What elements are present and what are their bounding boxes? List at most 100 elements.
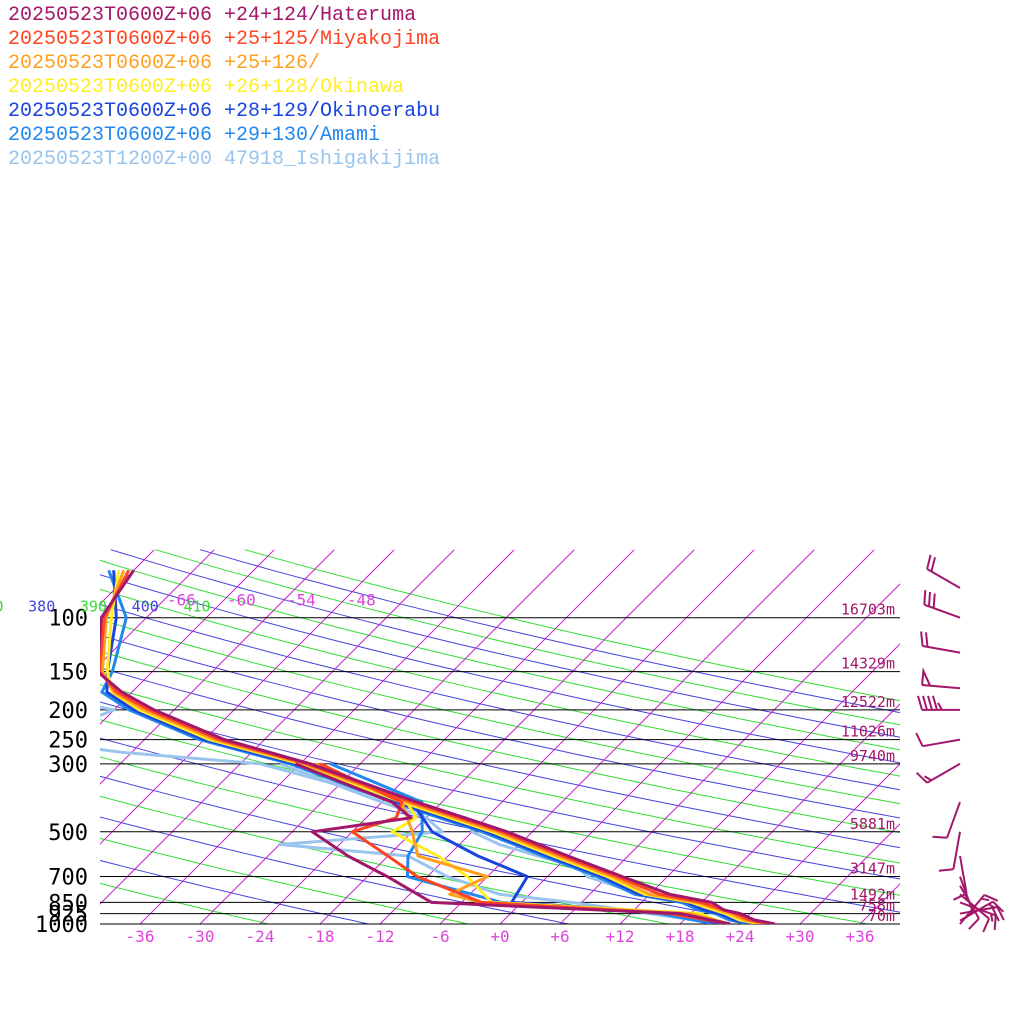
pressure-label: 300 <box>48 753 88 778</box>
temperature-line <box>105 570 756 924</box>
isotherm-line <box>100 549 215 665</box>
adiabat-370 <box>100 650 900 834</box>
adiabat-250 <box>100 882 271 924</box>
isotherm-line <box>619 643 900 924</box>
adiabat-330 <box>100 719 900 896</box>
isotherm-line <box>799 823 900 924</box>
wind-barbs <box>915 554 1005 933</box>
x-tick-label: +0 <box>490 927 509 946</box>
height-label: 16703m <box>841 601 895 619</box>
isotherm-line <box>974 550 1024 931</box>
adiabat-430 <box>100 559 900 751</box>
isotherm-line <box>439 549 815 924</box>
pressure-label: 700 <box>48 866 88 891</box>
legend: 20250523T0600Z+06 +24+124/Hateruma 202505… <box>8 4 440 172</box>
adiabat-300 <box>100 775 772 924</box>
x-tick-label: +30 <box>786 927 815 946</box>
wind-barb <box>926 554 961 589</box>
isotherm-line <box>679 703 900 924</box>
height-label: 70m <box>868 907 895 925</box>
isotherm-label: -60 <box>227 591 256 610</box>
temperature-line <box>100 569 776 924</box>
isotherm-label: -48 <box>347 591 376 610</box>
height-label: 11026m <box>841 723 895 741</box>
wind-barb <box>932 801 961 839</box>
isotherm-line <box>100 549 335 785</box>
wind-barb <box>959 906 1005 922</box>
adiabat-360 <box>100 667 900 849</box>
wind-barb <box>920 631 961 654</box>
adiabat-400 <box>100 603 900 791</box>
wind-barb <box>959 893 991 933</box>
height-label: 9740m <box>850 747 895 765</box>
x-tick-label: +24 <box>726 927 755 946</box>
height-label: 758m <box>859 897 895 915</box>
adiabat-390 <box>100 619 900 805</box>
wind-barb <box>938 831 961 872</box>
legend-entry: 20250523T0600Z+06 +29+130/Amami <box>8 124 381 147</box>
adiabat-350 <box>100 684 900 864</box>
x-tick-label: +6 <box>550 927 569 946</box>
legend-entry: 20250523T0600Z+06 +24+124/Hateruma <box>8 4 417 27</box>
legend-entry: 20250523T0600Z+06 +25+126/ <box>8 52 321 75</box>
height-label: 5881m <box>850 815 895 833</box>
x-tick-label: +36 <box>846 927 875 946</box>
adiabat-280 <box>100 816 572 924</box>
isotherm-label: -54 <box>287 591 316 610</box>
theta-label: 380 <box>28 598 55 616</box>
legend-entry: 20250523T1200Z+00 47918_Ishigakijima <box>8 148 441 171</box>
x-tick-label: +12 <box>606 927 635 946</box>
pressure-label: 100 <box>48 607 88 632</box>
adiabat-440 <box>110 549 900 738</box>
theta-label: 400 <box>132 598 159 616</box>
wind-barb <box>915 762 961 784</box>
isotherm-label: -66 <box>167 591 196 610</box>
adiabat-410 <box>100 588 900 777</box>
legend-entry: 20250523T0600Z+06 +26+128/Okinawa <box>8 76 405 99</box>
legend-entry: 20250523T0600Z+06 +25+125/Miyakojima <box>8 28 441 51</box>
x-tick-label: -36 <box>126 927 155 946</box>
wind-barb <box>921 667 961 690</box>
isotherms <box>100 549 1024 931</box>
isotherm-line <box>499 549 875 924</box>
pressure-label: 925 <box>48 903 88 928</box>
sounding-series <box>100 569 776 924</box>
dewpoint-line <box>294 762 731 924</box>
height-label: 14329m <box>841 655 895 673</box>
adiabat-320 <box>100 737 900 913</box>
axis-labels: 100 16703m 150 14329m 200 12522m 250 11026m 300 9… <box>0 591 895 946</box>
wind-barb <box>917 695 960 711</box>
x-tick-label: -12 <box>366 927 395 946</box>
adiabat-270 <box>100 837 472 924</box>
x-tick-label: -6 <box>430 927 449 946</box>
x-tick-label: -24 <box>246 927 275 946</box>
height-label: 3147m <box>850 860 895 878</box>
isotherm-line <box>739 763 900 924</box>
x-tick-label: -30 <box>186 927 215 946</box>
theta-label: 370 <box>0 598 3 616</box>
pressure-label: 150 <box>48 661 88 686</box>
isotherm-line <box>199 549 575 924</box>
isotherm-line <box>139 549 515 924</box>
x-tick-label: -18 <box>306 927 335 946</box>
height-label: 1492m <box>850 885 895 903</box>
theta-label: 390 <box>80 598 107 616</box>
pressure-label: 500 <box>48 821 88 846</box>
isotherm-line <box>259 549 635 924</box>
pressure-label: 1000 <box>35 913 88 938</box>
adiabat-420 <box>100 574 900 764</box>
pressure-label: 250 <box>48 729 88 754</box>
legend-entry: 20250523T0600Z+06 +28+129/Okinoerabu <box>8 100 441 123</box>
wind-barb <box>923 590 961 619</box>
wind-barb <box>915 732 961 748</box>
isotherm-line <box>100 549 455 905</box>
isotherm-line <box>379 549 755 924</box>
pressure-label: 850 <box>48 891 88 916</box>
pressure-label: 200 <box>48 699 88 724</box>
x-tick-label: +18 <box>666 927 695 946</box>
isotherm-line <box>559 583 900 924</box>
isotherm-line <box>100 549 275 725</box>
adiabat-310 <box>100 756 872 924</box>
theta-label: 410 <box>183 598 210 616</box>
